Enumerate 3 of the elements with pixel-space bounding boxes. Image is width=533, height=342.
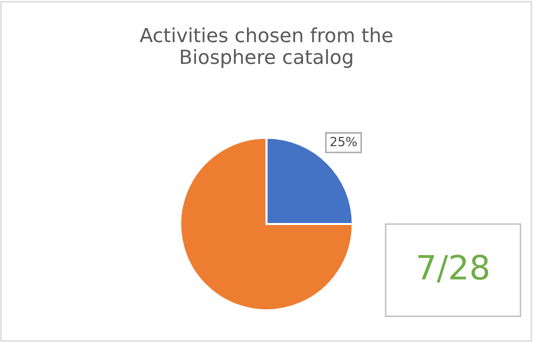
data-label: 25% (330, 136, 357, 146)
text: 7/28 (418, 254, 488, 282)
chart-title: Activities chosen from the Biosphere catalog (140, 27, 392, 68)
